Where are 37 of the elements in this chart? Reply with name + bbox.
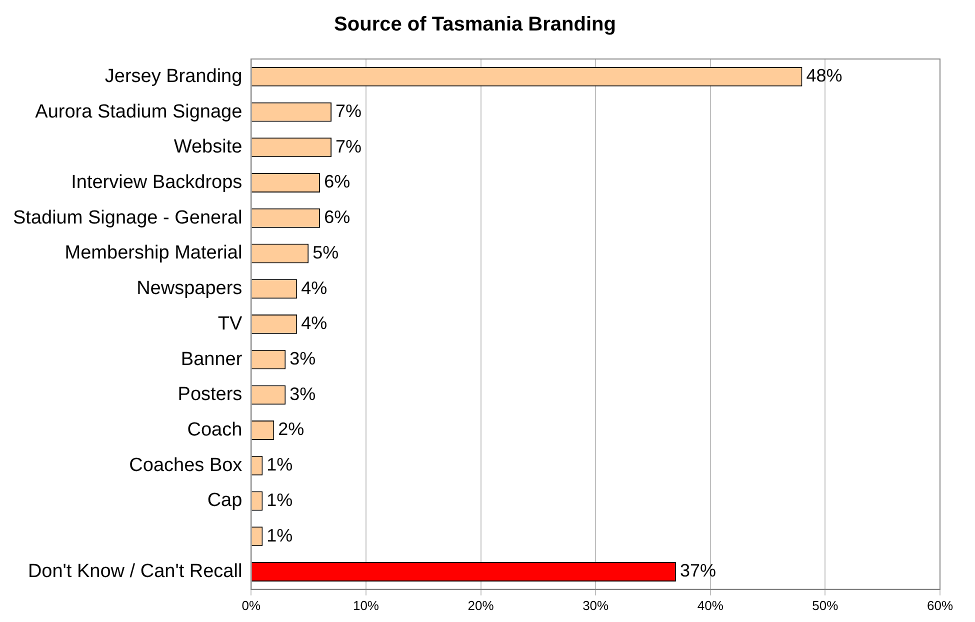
x-tick-label: 60% xyxy=(926,598,954,613)
data-label: 6% xyxy=(324,172,350,192)
y-tick-label: Jersey Branding xyxy=(104,66,242,87)
x-tick-label: 0% xyxy=(242,598,262,613)
data-label: 6% xyxy=(324,207,350,228)
data-label: 1% xyxy=(266,490,293,510)
data-label: 5% xyxy=(312,242,339,262)
data-label: 2% xyxy=(278,419,304,440)
y-tick-label: Coach xyxy=(187,420,242,441)
y-tick-label: Coaches Box xyxy=(129,454,243,476)
data-label: 4% xyxy=(301,278,328,298)
y-tick-label: Aurora Stadium Signage xyxy=(35,101,242,122)
y-tick-label: Banner xyxy=(180,348,243,370)
data-label: 4% xyxy=(301,313,328,334)
y-tick-label: Newspapers xyxy=(136,278,242,300)
y-tick-label: Interview Backdrops xyxy=(71,172,242,193)
y-tick-label: Membership Material xyxy=(64,242,242,264)
y-tick-label: Cap xyxy=(207,490,242,512)
data-label: 3% xyxy=(290,348,316,369)
y-tick-label: TV xyxy=(218,313,243,334)
x-tick-label: 50% xyxy=(812,598,839,613)
x-tick-label: 20% xyxy=(468,598,494,613)
data-label: 7% xyxy=(336,101,362,122)
data-label: 37% xyxy=(680,560,716,581)
data-label: 1% xyxy=(266,454,293,475)
data-label: 3% xyxy=(290,384,316,404)
y-tick-label: Stadium Signage - General xyxy=(13,207,242,228)
chart-title: Source of Tasmania Branding xyxy=(334,14,616,36)
y-tick-label: Website xyxy=(174,136,242,158)
data-label: 48% xyxy=(806,66,842,86)
data-label: 1% xyxy=(266,525,293,546)
y-tick-label: Posters xyxy=(178,384,242,406)
y-tick-label: Don't Know / Can't Recall xyxy=(28,560,242,582)
x-tick-label: 40% xyxy=(697,598,724,613)
x-tick-label: 30% xyxy=(582,598,610,613)
data-label: 7% xyxy=(336,136,362,156)
x-tick-label: 10% xyxy=(352,598,380,613)
